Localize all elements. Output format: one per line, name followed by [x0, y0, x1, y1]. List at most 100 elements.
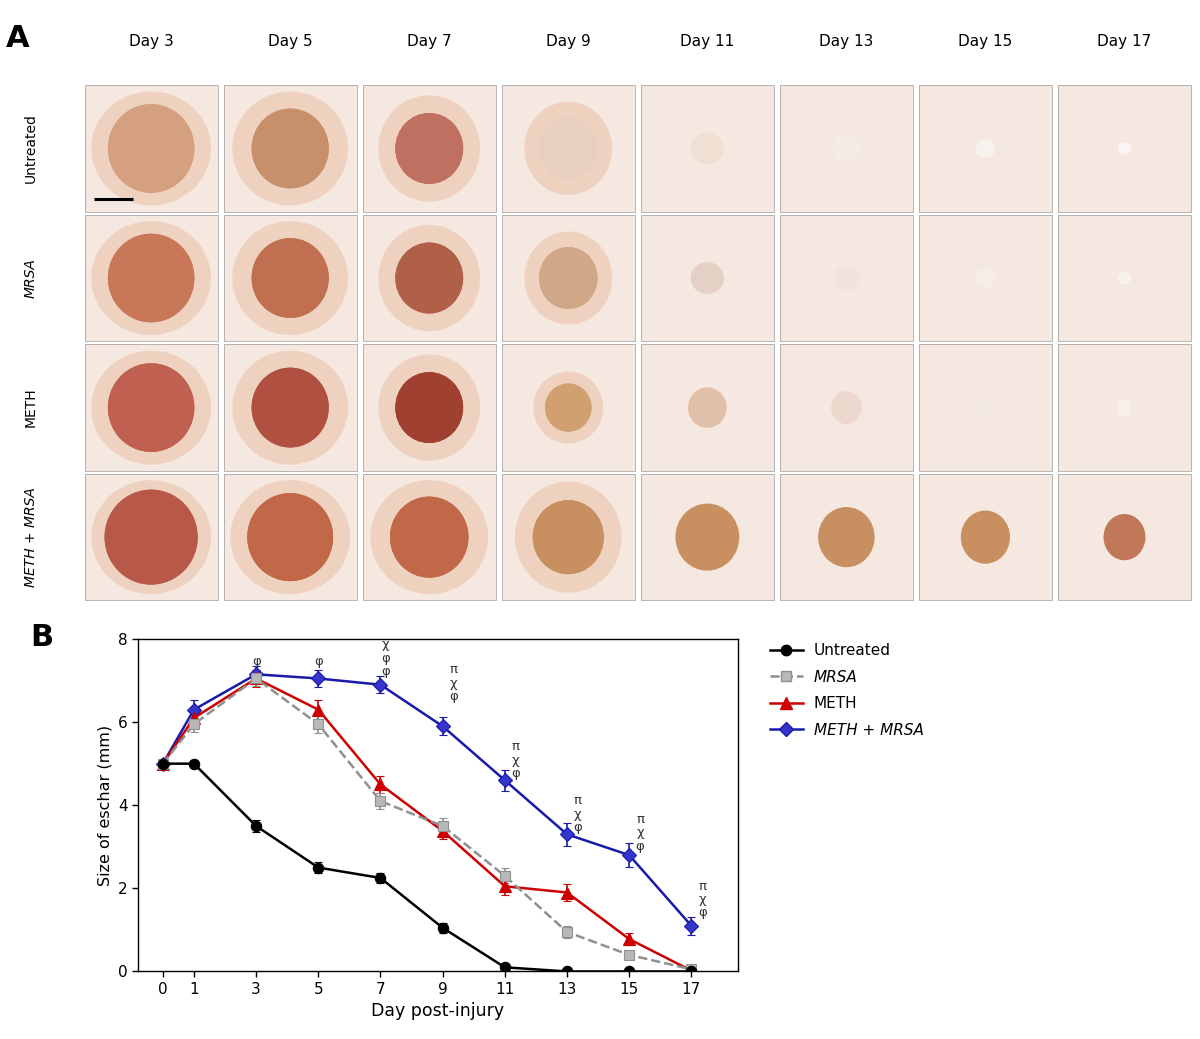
Ellipse shape [976, 139, 996, 158]
Text: Day 11: Day 11 [680, 34, 734, 49]
Text: φ: φ [511, 767, 520, 780]
Ellipse shape [533, 500, 604, 575]
Y-axis label: Size of eschar (mm): Size of eschar (mm) [97, 724, 113, 886]
Ellipse shape [524, 102, 612, 195]
Bar [1058, 344, 1190, 471]
Bar [223, 215, 356, 341]
Ellipse shape [252, 109, 329, 188]
Text: Day 5: Day 5 [268, 34, 312, 49]
Ellipse shape [395, 113, 463, 184]
Text: Day 7: Day 7 [407, 34, 451, 49]
Bar [780, 215, 913, 341]
Ellipse shape [961, 510, 1010, 564]
Ellipse shape [91, 480, 211, 594]
Text: Day 3: Day 3 [128, 34, 174, 49]
Text: B: B [30, 623, 53, 652]
Text: π: π [698, 879, 707, 893]
Ellipse shape [539, 117, 598, 180]
Bar [641, 85, 774, 212]
Ellipse shape [539, 247, 598, 309]
Ellipse shape [395, 372, 463, 443]
Text: φ: φ [252, 655, 260, 668]
Bar [84, 344, 217, 471]
Bar [641, 215, 774, 341]
Bar [780, 344, 913, 471]
Bar [1058, 215, 1190, 341]
Ellipse shape [252, 238, 329, 318]
Ellipse shape [1104, 514, 1146, 560]
X-axis label: Day post-injury: Day post-injury [372, 1003, 504, 1020]
Bar [919, 344, 1052, 471]
Bar [84, 215, 217, 341]
Ellipse shape [833, 265, 859, 291]
Ellipse shape [378, 354, 480, 460]
Text: φ: φ [574, 821, 582, 834]
Bar [362, 215, 496, 341]
Ellipse shape [395, 242, 463, 314]
Text: Untreated: Untreated [24, 113, 38, 184]
Ellipse shape [252, 368, 329, 448]
Ellipse shape [108, 364, 194, 452]
Bar [641, 474, 774, 601]
Bar [223, 344, 356, 471]
Ellipse shape [833, 136, 859, 161]
Ellipse shape [533, 500, 604, 575]
Text: χ: χ [698, 893, 706, 906]
Ellipse shape [818, 507, 875, 567]
Text: φ: φ [314, 655, 323, 668]
Bar [362, 474, 496, 601]
Ellipse shape [691, 262, 724, 294]
Bar [1058, 85, 1190, 212]
Ellipse shape [247, 494, 334, 581]
Ellipse shape [539, 247, 598, 309]
Bar [1058, 85, 1190, 212]
Ellipse shape [108, 234, 194, 322]
Bar [223, 474, 356, 601]
Bar [1058, 474, 1190, 601]
Text: A: A [6, 25, 30, 53]
Ellipse shape [1118, 271, 1132, 285]
Bar [1058, 474, 1190, 601]
Text: φ: φ [380, 651, 390, 665]
Ellipse shape [390, 497, 468, 578]
Text: Day 15: Day 15 [959, 34, 1013, 49]
Text: Day 9: Day 9 [546, 34, 590, 49]
Ellipse shape [108, 104, 194, 193]
Bar [780, 474, 913, 601]
Ellipse shape [252, 238, 329, 318]
Text: π: π [636, 812, 644, 826]
Text: π: π [574, 794, 582, 807]
Bar [84, 85, 217, 212]
Bar [223, 215, 356, 341]
Bar [362, 474, 496, 601]
Ellipse shape [233, 91, 348, 206]
Bar [780, 215, 913, 341]
Ellipse shape [539, 117, 598, 180]
Bar [1058, 215, 1190, 341]
Bar [223, 85, 356, 212]
Bar [502, 344, 635, 471]
Bar [780, 85, 913, 212]
Ellipse shape [545, 383, 592, 431]
Text: χ: χ [382, 638, 389, 651]
Bar [641, 474, 774, 601]
Text: π: π [450, 663, 457, 676]
Text: MRSA: MRSA [24, 258, 38, 298]
Bar [362, 344, 496, 471]
Legend: Untreated, MRSA, METH, METH + MRSA: Untreated, MRSA, METH, METH + MRSA [769, 643, 924, 738]
Ellipse shape [233, 221, 348, 335]
Ellipse shape [976, 268, 996, 288]
Bar [919, 85, 1052, 212]
Bar [919, 215, 1052, 341]
Bar [780, 344, 913, 471]
Text: φ: φ [636, 840, 644, 853]
Bar [502, 85, 635, 212]
Bar [641, 344, 774, 471]
Ellipse shape [832, 391, 862, 424]
Bar [84, 85, 217, 212]
Text: Day 17: Day 17 [1097, 34, 1152, 49]
Bar [919, 474, 1052, 601]
Bar [223, 85, 356, 212]
Bar [641, 85, 774, 212]
Bar [362, 85, 496, 212]
